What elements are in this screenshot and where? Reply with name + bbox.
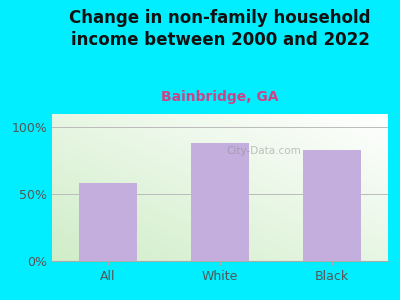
- Text: Change in non-family household
income between 2000 and 2022: Change in non-family household income be…: [69, 9, 371, 49]
- Text: Bainbridge, GA: Bainbridge, GA: [161, 90, 279, 104]
- Bar: [79, 184, 137, 261]
- Bar: [191, 143, 249, 261]
- Text: City-Data.com: City-Data.com: [226, 146, 301, 156]
- Bar: [303, 150, 361, 261]
